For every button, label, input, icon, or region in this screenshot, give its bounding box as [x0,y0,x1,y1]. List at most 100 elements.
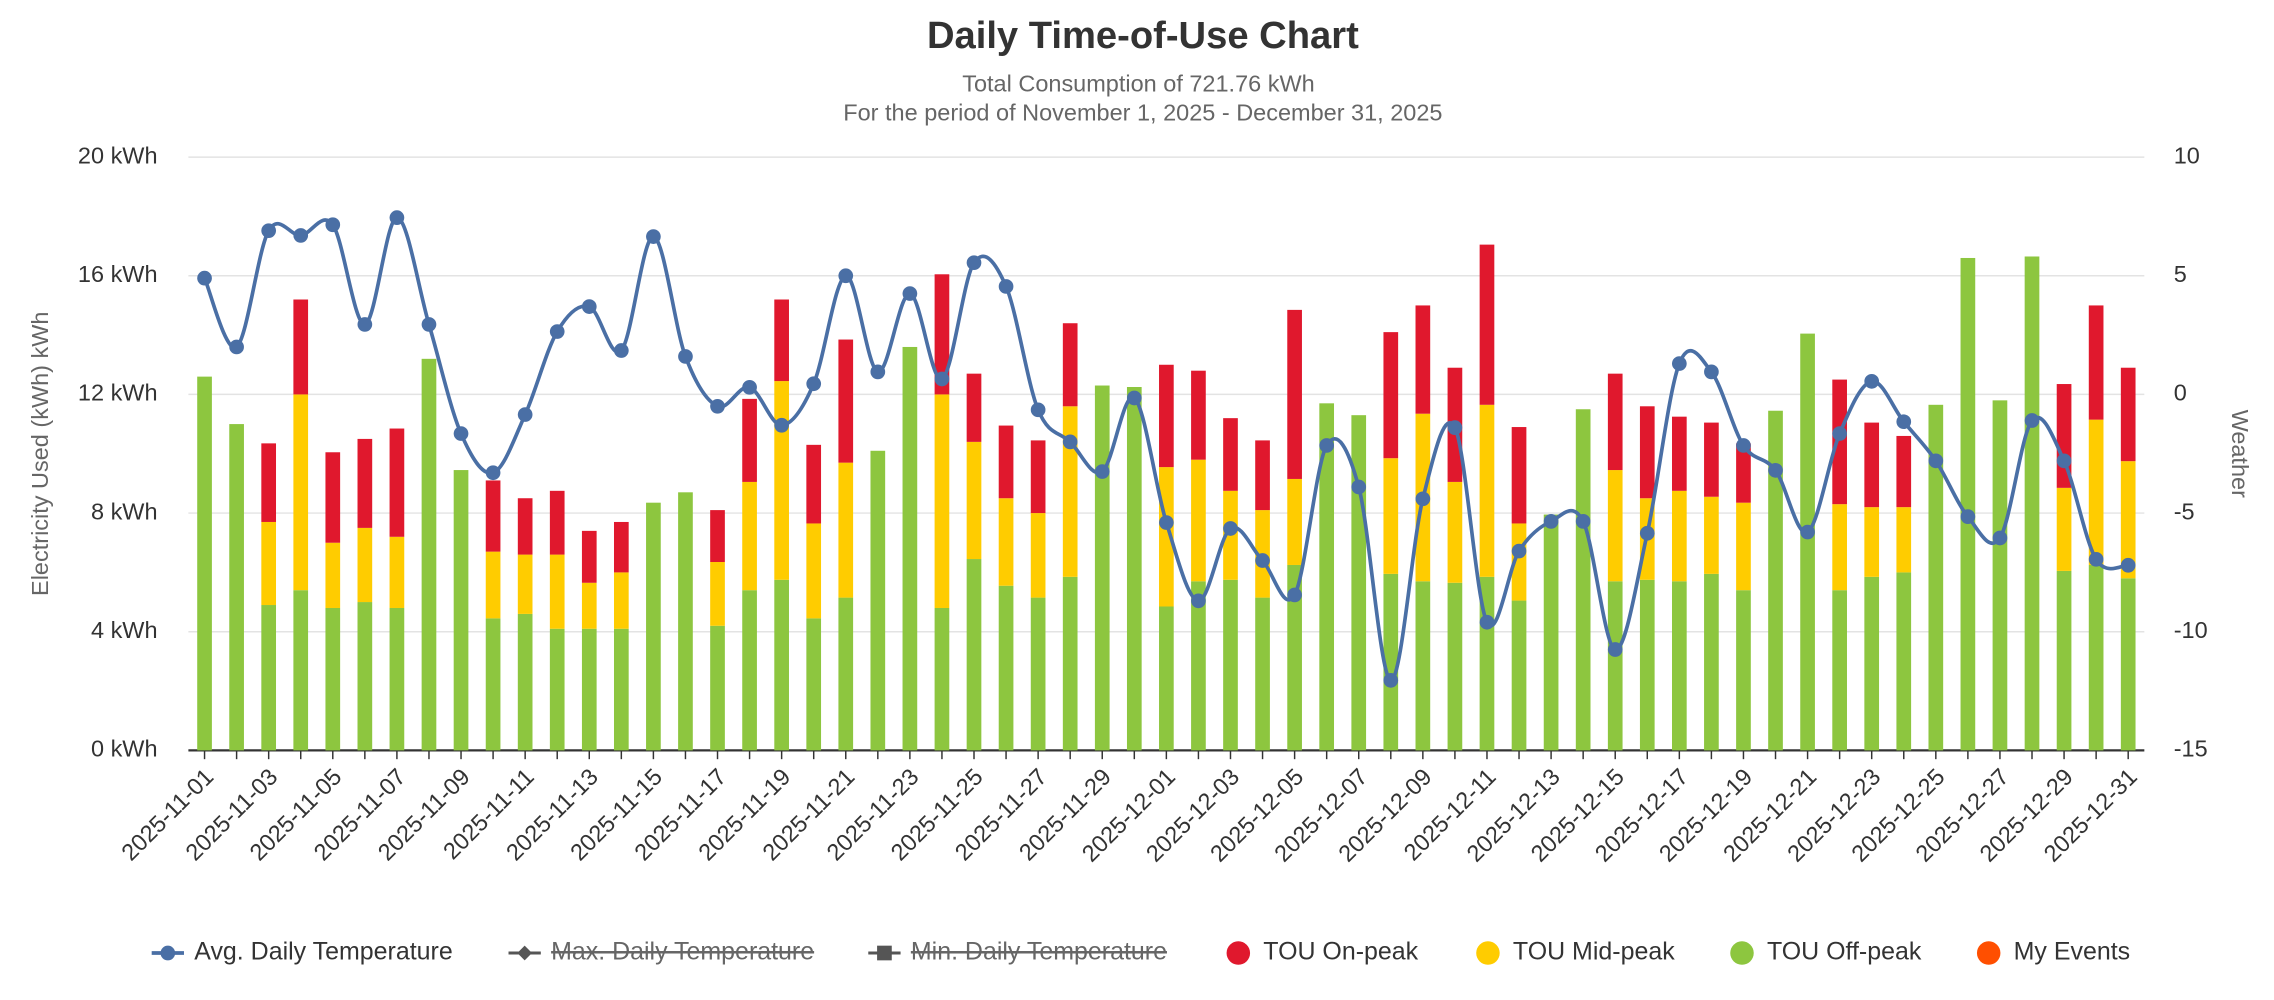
bar-segment [710,510,725,563]
legend-item: Min. Daily Temperature [868,938,1167,966]
bar-segment [1159,364,1174,468]
temperature-point [1928,453,1944,469]
bar-segment [2088,305,2104,420]
temperature-point [838,268,854,284]
bar-segment [1062,323,1078,407]
chart-subtitle: For the period of November 1, 2025 - Dec… [843,100,1442,126]
temperature-point [1575,514,1591,529]
bar-segment [1639,406,1655,499]
y2-tick-label: -10 [2174,617,2208,643]
bar-segment [1223,418,1238,491]
bar-segment [1832,590,1847,751]
bar-segment [1992,400,2008,751]
bar-segment [1191,581,1206,751]
y2-tick-label: 0 [2174,380,2187,406]
bar-segment [581,530,597,583]
bar-segment [2088,419,2104,565]
bar-segment [1415,581,1431,751]
bar-segment [325,607,341,751]
bar-segment [389,428,405,537]
bar-segment [966,373,982,442]
y-tick-label: 0 kWh [91,736,158,762]
bar-segment [2120,461,2136,579]
bar-segment [389,536,405,608]
bar-segment [742,590,757,751]
y-tick-label: 12 kWh [78,380,158,406]
bar-segment [998,425,1014,499]
temperature-point [1800,524,1815,540]
bar-segment [742,481,757,591]
bar-segment [357,527,373,603]
temperature-point [1094,464,1110,479]
y-tick-label: 16 kWh [78,261,158,287]
legend-marker [877,945,892,961]
bar-segment [806,444,822,524]
temperature-point [870,364,886,380]
bar-segment [838,597,854,751]
bar-segment [1159,606,1174,751]
bar-segment [774,579,789,751]
bar-segment [1671,490,1687,582]
chart-title: Daily Time-of-Use Chart [927,14,1359,57]
bar-segment [613,628,629,751]
bar-segment [1062,406,1078,577]
bar-segment [966,559,982,751]
bar-segment [1255,440,1270,511]
bar-segment [1287,564,1302,751]
bar-segment [357,438,373,528]
bar-segment [325,452,341,543]
temperature-point [421,317,437,332]
bar-segment [1704,573,1719,751]
bar-segment [1607,581,1623,751]
bar-segment [229,424,244,751]
temperature-point [2120,557,2136,573]
bar-segment [1479,404,1495,577]
bar-segment [710,562,725,626]
y2-axis-label: Weather [2227,410,2253,499]
legend-label: Max. Daily Temperature [551,938,814,966]
legend-label: TOU On-peak [1263,938,1418,966]
bar-segment [2088,564,2104,751]
temperature-point [2056,453,2072,469]
bar-segment [1607,373,1623,471]
y-tick-label: 20 kWh [78,142,158,168]
bar-segment [1415,305,1431,414]
bar-segment [934,274,950,395]
temperature-point [1607,642,1623,657]
temperature-point [581,299,597,314]
bar-segment [1896,572,1912,751]
bar-segment [1511,427,1527,524]
legend-marker [517,945,533,961]
bar-segment [1383,458,1399,574]
bar-segment [1768,410,1783,751]
temperature-point [1447,420,1463,435]
bar-segment [934,394,950,608]
bar-segment [1960,257,1976,751]
temperature-point [1864,374,1880,389]
temperature-point [1415,491,1431,507]
legend-marker [1226,941,1251,965]
y2-tick-label: -5 [2174,498,2195,524]
bar-segment [838,462,854,598]
temperature-point [710,398,725,414]
bar-segment [517,554,533,614]
bar-segment [517,613,533,751]
temperature-point [517,407,533,422]
legend-item: TOU Off-peak [1730,938,1922,966]
temperature-point [1351,479,1367,495]
legend-label: My Events [2014,938,2130,966]
bar-segment [710,625,725,751]
temperature-point [1704,364,1719,380]
bar-segment [389,607,405,751]
temperature-point [678,349,693,364]
temperature-point [1896,414,1912,430]
temperature-point [1126,390,1142,406]
legend-item: Max. Daily Temperature [508,938,814,966]
temperature-point [1736,438,1751,453]
bar-segment [1736,590,1751,751]
bar-segment [1383,573,1399,751]
temperature-point [1992,530,2008,546]
temperature-point [229,339,244,355]
bar-segment [1639,579,1655,751]
temperature-point [293,228,309,243]
